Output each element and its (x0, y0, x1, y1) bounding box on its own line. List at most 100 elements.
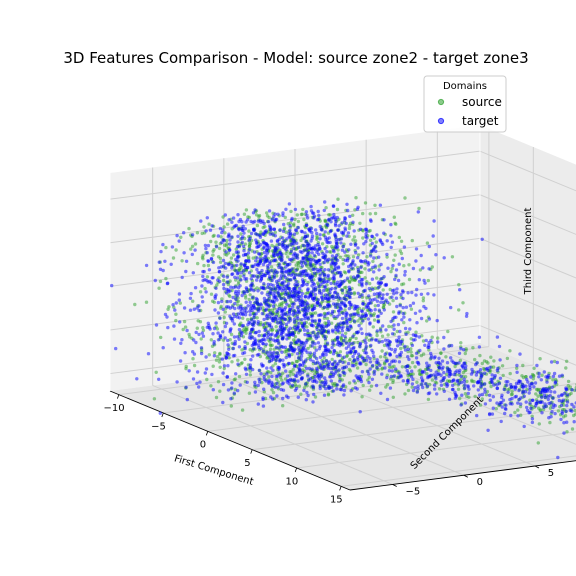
scatter-point-target (265, 351, 269, 355)
scatter-point-target (324, 381, 328, 385)
scatter-point-target (265, 251, 270, 255)
scatter-point-target (216, 331, 220, 335)
scatter-point-target (426, 292, 430, 296)
scatter-point-target (351, 334, 355, 338)
scatter-point-target (334, 369, 338, 373)
scatter-point-target (297, 290, 301, 294)
scatter-point-target (280, 350, 284, 354)
scatter-point-source (265, 214, 270, 218)
scatter-point-target (243, 313, 248, 317)
scatter-point-target (180, 275, 184, 280)
scatter-point-target (282, 284, 286, 288)
scatter-point-target (378, 363, 382, 367)
scatter-point-target (232, 342, 236, 346)
scatter-point-target (225, 287, 229, 292)
scatter-point-source (268, 343, 272, 347)
scatter-point-target (528, 410, 532, 414)
scatter-point-target (342, 365, 346, 370)
scatter-point-source (373, 304, 377, 308)
scatter-point-target (299, 270, 303, 274)
scatter-point-source (521, 363, 525, 368)
scatter-point-target (452, 372, 457, 377)
scatter-point-source (459, 341, 463, 345)
scatter-point-target (254, 312, 258, 316)
scatter-point-target (375, 292, 379, 296)
scatter-point-target (264, 254, 268, 258)
scatter-point-source (242, 212, 247, 216)
scatter-point-source (383, 355, 387, 359)
x-tick (294, 467, 298, 473)
scatter-point-source (456, 387, 461, 391)
scatter-point-target (222, 274, 226, 278)
scatter-point-target (459, 374, 463, 379)
scatter-point-source (359, 321, 363, 325)
scatter-point-target (492, 383, 496, 387)
scatter-point-target (307, 333, 311, 338)
scatter-point-target (261, 404, 266, 408)
scatter-point-target (278, 250, 282, 254)
scatter-point-target (237, 289, 241, 294)
scatter-point-target (374, 360, 379, 365)
scatter-point-target (264, 301, 268, 305)
scatter-point-target (308, 351, 312, 355)
scatter-point-target (203, 371, 207, 375)
legend-marker-target (437, 117, 445, 125)
scatter-point-target (356, 304, 360, 309)
scatter-point-target (319, 364, 323, 368)
scatter-point-target (557, 394, 561, 398)
scatter-point-target (336, 353, 341, 357)
scatter-point-target (194, 340, 198, 345)
scatter-point-target (317, 320, 322, 324)
scatter-point-target (330, 270, 335, 274)
scatter-point-target (549, 390, 553, 394)
scatter-point-source (245, 341, 250, 346)
scatter-point-target (348, 288, 352, 292)
scatter-point-target (542, 387, 546, 391)
scatter-point-target (342, 355, 346, 359)
scatter-point-target (390, 347, 394, 352)
scatter-point-source (341, 262, 345, 266)
scatter-point-target (276, 308, 280, 312)
scatter-point-target (293, 363, 297, 367)
scatter-point-target (223, 336, 227, 340)
scatter-point-target (506, 390, 510, 394)
scatter-point-target (272, 291, 277, 295)
scatter-point-target (410, 290, 414, 295)
scatter-point-source (246, 215, 250, 219)
scatter-point-target (195, 381, 199, 386)
scatter-point-target (272, 214, 276, 219)
scatter-point-target (480, 374, 484, 378)
scatter-point-target (281, 315, 285, 319)
scatter-point-target (447, 344, 451, 348)
scatter-point-target (352, 229, 356, 233)
scatter-point-source (363, 201, 368, 205)
scatter-point-target (257, 343, 261, 347)
scatter-point-target (271, 252, 276, 256)
scatter-point-target (284, 269, 288, 273)
scatter-point-target (312, 286, 316, 291)
scatter-point-target (325, 341, 330, 345)
scatter-point-target (556, 455, 560, 460)
scatter-point-target (490, 412, 495, 416)
scatter-point-target (197, 385, 201, 389)
scatter-point-target (320, 296, 324, 300)
scatter-point-target (309, 226, 314, 231)
scatter-point-target (382, 275, 386, 279)
scatter-point-source (306, 346, 310, 351)
scatter-point-source (354, 336, 358, 341)
scatter-point-target (287, 320, 291, 324)
scatter-point-target (271, 232, 275, 236)
scatter-point-target (262, 250, 267, 255)
scatter-point-target (411, 377, 415, 381)
scatter-point-target (570, 402, 574, 407)
scatter-point-source (478, 403, 483, 407)
scatter-point-target (388, 353, 392, 357)
scatter-point-target (336, 322, 341, 326)
scatter-point-target (233, 275, 237, 279)
scatter-point-target (375, 365, 379, 370)
scatter-point-target (490, 380, 494, 385)
scatter-point-target (294, 268, 298, 273)
scatter-point-source (221, 215, 225, 219)
scatter-point-source (328, 213, 332, 217)
